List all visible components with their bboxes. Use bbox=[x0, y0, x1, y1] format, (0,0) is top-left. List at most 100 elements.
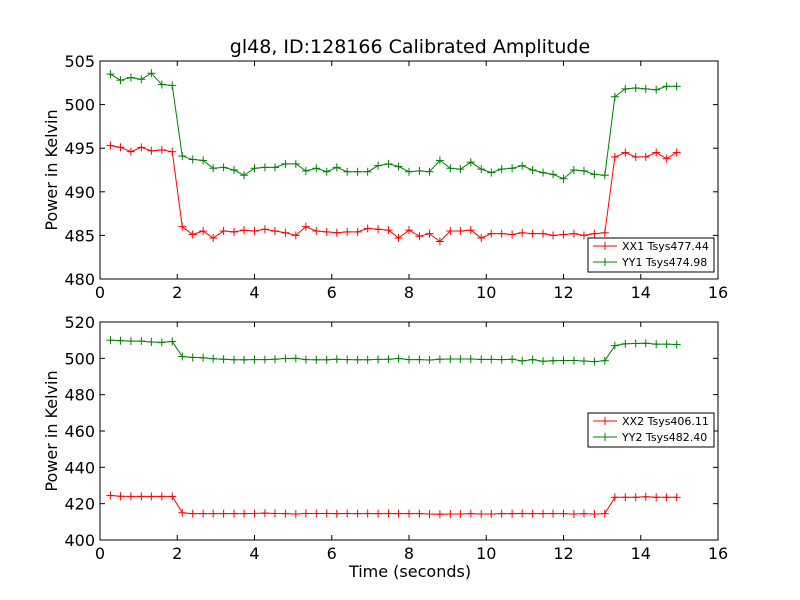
bottom-series-1-point bbox=[301, 355, 310, 364]
bottom-x-tick-label: 4 bbox=[249, 544, 259, 563]
bottom-series-0-point bbox=[497, 509, 506, 518]
top-series-1-point bbox=[641, 84, 650, 93]
top-x-tick-label: 2 bbox=[172, 283, 182, 302]
top-series-0-point bbox=[446, 227, 455, 236]
top-series-1-point bbox=[343, 167, 352, 176]
bottom-x-tick-label: 0 bbox=[95, 544, 105, 563]
bottom-series-0-point bbox=[508, 509, 517, 518]
top-series-0-point bbox=[188, 230, 197, 239]
top-series-0-point bbox=[126, 147, 135, 156]
bottom-series-0-point bbox=[610, 493, 619, 502]
top-series-1-point bbox=[188, 155, 197, 164]
bottom-series-0-point bbox=[641, 492, 650, 501]
bottom-series-0-point bbox=[590, 510, 599, 519]
top-series-1-point bbox=[662, 82, 671, 91]
top-series-1-point bbox=[405, 167, 413, 176]
bottom-series-1-point bbox=[353, 355, 362, 364]
top-series-0-point bbox=[456, 227, 465, 236]
bottom-y-tick-label: 500 bbox=[64, 349, 95, 368]
top-series-1-point bbox=[291, 159, 300, 168]
bottom-series-0-point bbox=[250, 509, 259, 518]
top-series-0-point bbox=[168, 147, 177, 156]
bottom-series-1-point bbox=[394, 354, 403, 363]
bottom-series-1-point bbox=[446, 355, 455, 364]
bottom-series-1-point bbox=[641, 339, 650, 348]
bottom-series-1-point bbox=[260, 355, 269, 364]
top-series-1-point bbox=[539, 168, 548, 177]
top-series-0-point bbox=[322, 227, 331, 236]
bottom-series-0-point bbox=[579, 509, 588, 518]
bottom-series-0-point bbox=[600, 509, 609, 518]
top-series-0-point bbox=[425, 229, 434, 238]
top-series-0-point bbox=[219, 227, 228, 236]
top-series-0-point bbox=[230, 227, 239, 236]
top-series-1-point bbox=[374, 161, 383, 170]
bottom-x-tick-label: 2 bbox=[172, 544, 182, 563]
bottom-plot: 0 2 4 6 8 10 12 14 16 400 420 440 460 480 500 520 Power… bbox=[42, 313, 728, 581]
bottom-series-1-point bbox=[528, 355, 537, 364]
bottom-series-1-point bbox=[621, 339, 630, 348]
bottom-series-0-point bbox=[394, 509, 403, 518]
top-series-1-point bbox=[230, 166, 239, 174]
top-series-1-point bbox=[559, 174, 568, 183]
bottom-x-tick-label: 14 bbox=[631, 544, 651, 563]
top-legend-marker-1 bbox=[593, 258, 617, 266]
top-y-tick-label: 500 bbox=[64, 96, 95, 115]
bottom-x-tick-label: 8 bbox=[404, 544, 414, 563]
top-y-tick-label: 495 bbox=[64, 139, 95, 158]
top-series-0-point bbox=[518, 228, 527, 237]
bottom-y-tick-label: 520 bbox=[64, 313, 95, 332]
bottom-series-1-point bbox=[332, 355, 341, 364]
bottom-series-1-point bbox=[126, 337, 135, 346]
top-series-0-point bbox=[147, 146, 156, 155]
bottom-series-1-point bbox=[178, 352, 187, 361]
bottom-series-1-point bbox=[456, 355, 465, 364]
top-series-0-point bbox=[363, 224, 372, 233]
bottom-series-group bbox=[106, 336, 681, 519]
top-x-tick-label: 12 bbox=[553, 283, 573, 302]
bottom-series-0-point bbox=[539, 509, 548, 518]
bottom-series-0-point bbox=[518, 509, 527, 518]
top-x-tick-label: 6 bbox=[327, 283, 337, 302]
bottom-series-1-point bbox=[168, 337, 177, 346]
bottom-series-1-point bbox=[147, 337, 156, 346]
top-plot: 0 2 4 6 8 10 12 14 16 480 485 490 495 500 505 Power in… bbox=[42, 52, 728, 302]
bottom-series-1-point bbox=[230, 355, 239, 364]
bottom-series-0-point bbox=[466, 509, 475, 518]
top-series-0-point bbox=[137, 143, 146, 152]
bottom-series-0-point bbox=[374, 509, 383, 518]
top-x-tick-label: 14 bbox=[631, 283, 651, 302]
top-series-1-point bbox=[363, 167, 372, 176]
bottom-series-1-point bbox=[157, 338, 166, 347]
bottom-series-1-point bbox=[672, 340, 681, 349]
bottom-series-0-point bbox=[621, 493, 630, 502]
top-legend: XX1 Tsys477.44 YY1 Tsys474.98 bbox=[587, 237, 715, 273]
top-x-tick-label: 8 bbox=[404, 283, 414, 302]
bottom-series-0-point bbox=[209, 509, 218, 518]
top-series-0-point bbox=[291, 231, 300, 240]
top-series-1-point bbox=[260, 163, 269, 172]
top-series-0-point bbox=[353, 227, 362, 236]
bottom-series-1-point bbox=[405, 355, 413, 364]
bottom-series-0-point bbox=[405, 509, 413, 518]
bottom-legend-box bbox=[587, 412, 715, 448]
top-series-1-point bbox=[456, 165, 465, 174]
bottom-y-tick-label: 440 bbox=[64, 458, 95, 477]
top-series-0-point bbox=[652, 148, 661, 157]
top-series-0-point bbox=[250, 227, 259, 236]
top-series-1-point bbox=[209, 164, 218, 173]
top-series-0-point bbox=[178, 222, 187, 231]
top-series-0-point bbox=[405, 226, 413, 235]
bottom-series-0-point bbox=[270, 509, 279, 518]
top-series-1-point bbox=[312, 164, 321, 173]
top-series-group bbox=[106, 69, 681, 246]
top-legend-marks bbox=[593, 242, 617, 266]
bottom-series-0-point bbox=[425, 510, 434, 519]
bottom-series-0-point bbox=[322, 509, 331, 518]
bottom-series-0-point bbox=[528, 509, 537, 518]
bottom-series-1-point bbox=[384, 355, 393, 364]
bottom-series-1-point bbox=[631, 339, 640, 348]
top-series-1-point bbox=[518, 161, 527, 170]
bottom-series-1-point bbox=[487, 355, 496, 364]
top-legend-entry-xx1: XX1 Tsys477.44 bbox=[622, 240, 709, 253]
